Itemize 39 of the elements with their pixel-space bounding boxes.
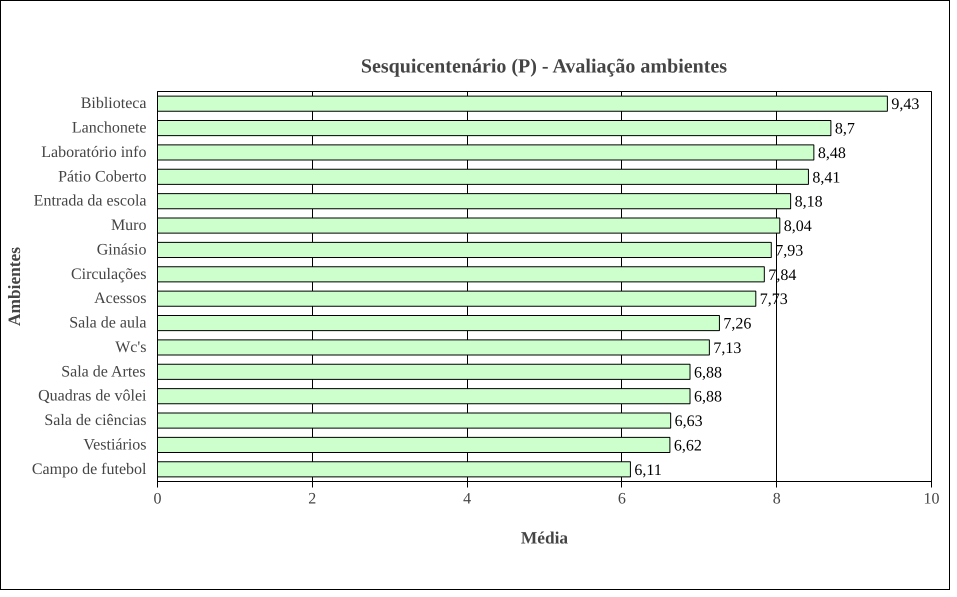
data-label: 8,7: [834, 120, 855, 138]
y-tick-label: Wc's: [115, 338, 146, 356]
y-tick-label: Ginásio: [96, 241, 147, 258]
data-label: 8,18: [794, 194, 823, 211]
x-tick-label: 8: [772, 490, 781, 508]
data-label: 8,48: [818, 144, 846, 162]
data-label: 6,11: [634, 462, 662, 479]
y-tick-label: Sala de Artes: [61, 363, 146, 380]
x-tick-label: 4: [463, 490, 472, 508]
y-tick-label: Sala de aula: [69, 314, 146, 332]
y-tick-label: Entrada da escola: [34, 192, 146, 210]
x-axis-title: Média: [520, 528, 568, 548]
y-tick-label: Quadras de vôlei: [38, 388, 148, 405]
data-label: 7,13: [713, 340, 742, 357]
data-label: 9,43: [891, 96, 920, 114]
x-tick-label: 2: [308, 490, 316, 508]
y-tick-label: Campo de futebol: [32, 460, 148, 478]
y-tick-label: Pátio Coberto: [58, 168, 146, 186]
y-tick-label: Acessos: [94, 290, 146, 308]
x-tick-label: 0: [154, 490, 162, 508]
data-label: 6,88: [694, 388, 722, 406]
data-label: 6,88: [694, 364, 722, 382]
y-tick-label: Biblioteca: [80, 95, 147, 112]
y-tick-label: Laboratório info: [41, 144, 146, 161]
y-tick-label: Sala de ciências: [44, 412, 146, 430]
y-tick-label: Vestiários: [83, 436, 147, 454]
data-label: 8,41: [812, 169, 840, 186]
data-label: 8,04: [784, 218, 812, 236]
data-label: 7,93: [775, 242, 804, 260]
y-tick-label: Circulações: [70, 266, 147, 283]
y-tick-label: Muro: [110, 217, 147, 234]
x-tick-label: 6: [618, 490, 626, 508]
y-axis-title: Ambientes: [4, 246, 24, 326]
data-label: 7,26: [723, 316, 752, 333]
chart-title: Sesquicentenário (P) - Avaliação ambientes: [360, 56, 728, 78]
y-tick-label: Lanchonete: [72, 120, 146, 137]
x-tick-label: 10: [924, 490, 940, 508]
data-label: 6,63: [674, 413, 703, 430]
data-label: 6,62: [674, 437, 702, 454]
